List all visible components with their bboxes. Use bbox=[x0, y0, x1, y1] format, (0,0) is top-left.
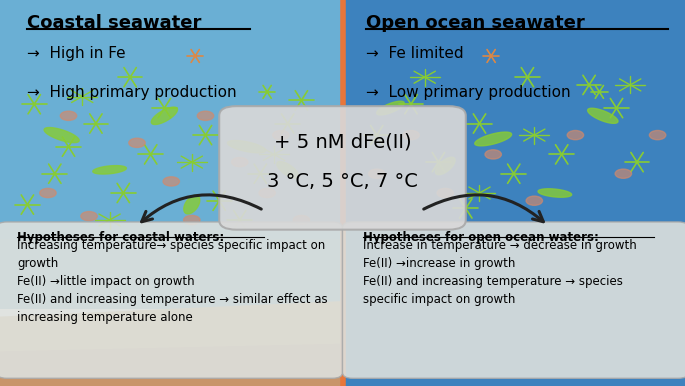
Circle shape bbox=[129, 138, 145, 147]
Circle shape bbox=[369, 169, 385, 178]
Text: →  Low primary production: → Low primary production bbox=[366, 85, 571, 100]
Polygon shape bbox=[227, 141, 266, 153]
Circle shape bbox=[526, 196, 543, 205]
Polygon shape bbox=[277, 161, 299, 178]
Circle shape bbox=[615, 169, 632, 178]
Circle shape bbox=[649, 130, 666, 140]
FancyBboxPatch shape bbox=[342, 222, 685, 378]
Circle shape bbox=[437, 188, 453, 198]
Polygon shape bbox=[44, 127, 79, 143]
Circle shape bbox=[197, 111, 214, 120]
Polygon shape bbox=[92, 166, 127, 174]
Text: 3 °C, 5 °C, 7 °C: 3 °C, 5 °C, 7 °C bbox=[267, 172, 418, 191]
Circle shape bbox=[403, 130, 419, 140]
Polygon shape bbox=[588, 108, 618, 124]
Text: →  Fe limited: → Fe limited bbox=[366, 46, 464, 61]
Bar bbox=[0, 0, 342, 239]
Text: →  High primary production: → High primary production bbox=[27, 85, 237, 100]
FancyBboxPatch shape bbox=[0, 222, 342, 378]
Text: Increasing temperature→ species specific impact on
growth
Fe(II) →little impact : Increasing temperature→ species specific… bbox=[17, 239, 327, 324]
Polygon shape bbox=[0, 301, 342, 386]
Text: Hypotheses for open ocean waters:: Hypotheses for open ocean waters: bbox=[363, 231, 599, 244]
Text: + 5 nM dFe(II): + 5 nM dFe(II) bbox=[274, 132, 411, 151]
Text: Increase in temperature → decrease in growth
Fe(II) →increase in growth
Fe(II) a: Increase in temperature → decrease in gr… bbox=[363, 239, 637, 306]
Circle shape bbox=[232, 157, 248, 167]
Circle shape bbox=[184, 215, 200, 225]
Text: Open ocean seawater: Open ocean seawater bbox=[366, 14, 585, 32]
Circle shape bbox=[81, 212, 97, 221]
Circle shape bbox=[567, 130, 584, 140]
Polygon shape bbox=[475, 132, 512, 146]
Bar bbox=[342, 0, 685, 239]
Circle shape bbox=[259, 188, 275, 198]
Circle shape bbox=[293, 215, 310, 225]
Text: Coastal seawater: Coastal seawater bbox=[27, 14, 202, 32]
Polygon shape bbox=[151, 107, 177, 125]
Circle shape bbox=[485, 150, 501, 159]
Bar bbox=[342, 239, 685, 386]
FancyBboxPatch shape bbox=[219, 106, 466, 230]
Circle shape bbox=[163, 177, 179, 186]
Polygon shape bbox=[436, 157, 455, 175]
Text: →  High in Fe: → High in Fe bbox=[27, 46, 126, 61]
Circle shape bbox=[60, 111, 77, 120]
Polygon shape bbox=[377, 101, 404, 115]
Text: Hypotheses for coastal waters:: Hypotheses for coastal waters: bbox=[17, 231, 225, 244]
Polygon shape bbox=[0, 344, 342, 386]
Circle shape bbox=[40, 188, 56, 198]
Polygon shape bbox=[538, 189, 572, 197]
Polygon shape bbox=[184, 195, 200, 214]
Bar bbox=[0, 239, 342, 309]
Circle shape bbox=[273, 130, 289, 140]
